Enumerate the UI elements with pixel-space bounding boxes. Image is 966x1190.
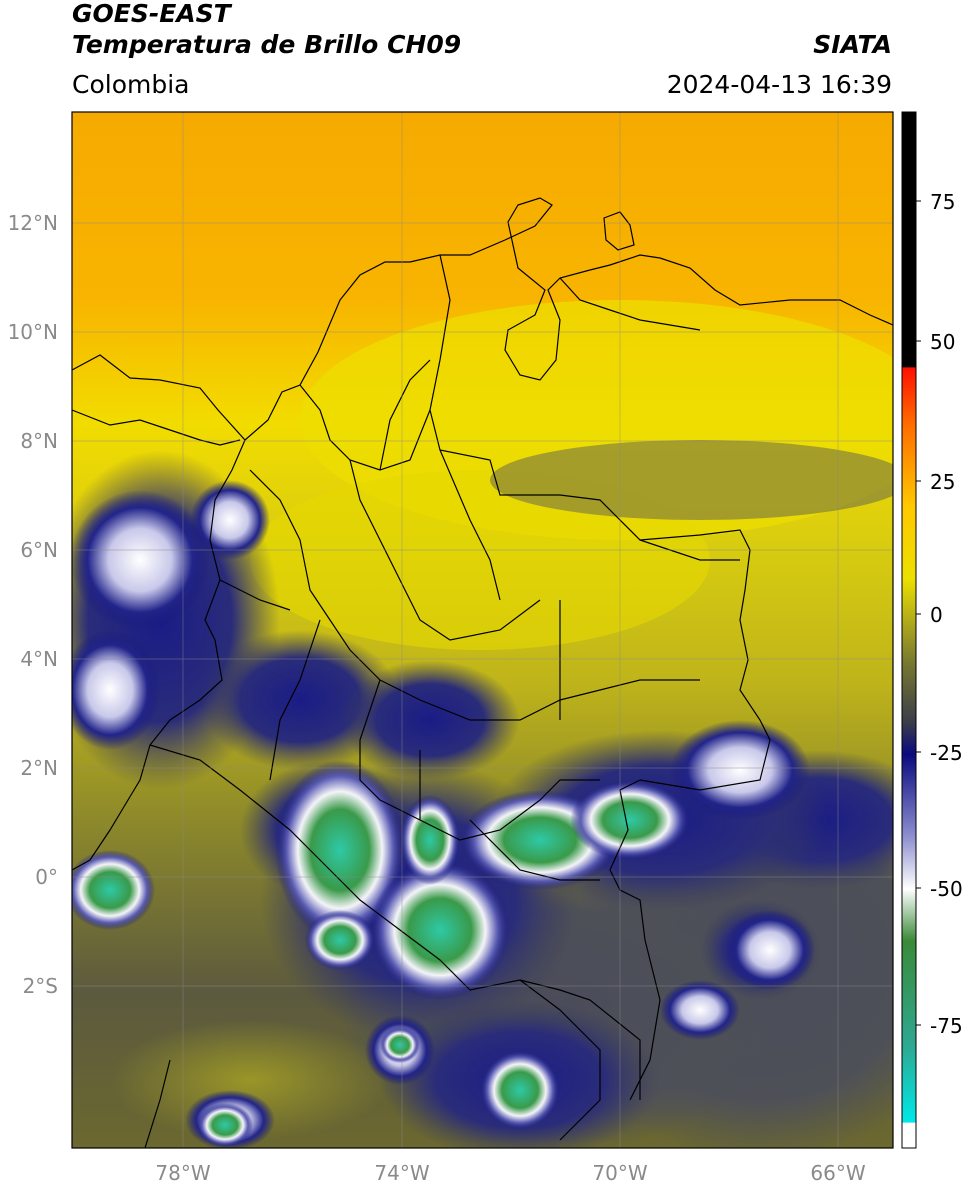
lat-tick-2n: 2°N [20, 756, 58, 780]
datetime-label: 2024-04-13 16:39 [666, 70, 892, 99]
brightness-temperature-field [72, 112, 893, 1148]
colorbar-ticks [916, 200, 921, 1026]
lon-tick-66w: 66°W [810, 1161, 865, 1185]
colombia-venezuela-border [429, 254, 771, 791]
lat-tick-0: 0° [35, 865, 58, 889]
product-name: Temperatura de Brillo CH09 [72, 30, 462, 59]
colorbar-label-neg50: -50 [930, 877, 963, 901]
pacific-coastline [72, 439, 246, 871]
lat-tick-labels: 12°N 10°N 8°N 6°N 4°N 2°N 0° 2°S [8, 211, 58, 998]
lon-tick-74w: 74°W [374, 1161, 429, 1185]
colorbar-label-25: 25 [930, 470, 955, 494]
venezuela-internal [559, 277, 740, 561]
satellite-name: GOES-EAST [72, 0, 231, 28]
map-frame [71, 111, 894, 1149]
panama-border [72, 409, 241, 446]
ecuador-peru-border [149, 744, 641, 1100]
colorbar-label-neg75: -75 [930, 1014, 963, 1038]
lon-tick-70w: 70°W [592, 1161, 647, 1185]
source-label: SIATA [813, 30, 892, 59]
colorbar-label-0: 0 [930, 603, 943, 627]
coastline-borders [72, 197, 893, 1148]
colorbar-label-50: 50 [930, 330, 955, 354]
lat-tick-12n: 12°N [8, 211, 58, 235]
lon-tick-78w: 78°W [155, 1161, 210, 1185]
lat-tick-6n: 6°N [20, 538, 58, 562]
lat-tick-4n: 4°N [20, 647, 58, 671]
peru-brazil-border [144, 979, 601, 1148]
caribbean-coastline [72, 197, 893, 441]
internal-departments [219, 359, 700, 881]
colorbar-label-75: 75 [930, 190, 955, 214]
colorbar: 75 50 25 0 -25 -50 -75 [901, 111, 963, 1149]
lat-tick-2s: 2°S [23, 974, 58, 998]
colorbar-label-neg25: -25 [930, 741, 963, 765]
map-title: GOES-EAST Temperatura de Brillo CH09 [72, 0, 461, 60]
lat-tick-8n: 8°N [20, 429, 58, 453]
colombia-brazil-border [609, 779, 661, 1101]
lat-tick-10n: 10°N [8, 320, 58, 344]
lon-tick-labels: 78°W 74°W 70°W 66°W [155, 1161, 865, 1185]
region-label: Colombia [72, 70, 190, 99]
colorbar-scale [901, 111, 917, 1149]
graticule [72, 112, 893, 1148]
